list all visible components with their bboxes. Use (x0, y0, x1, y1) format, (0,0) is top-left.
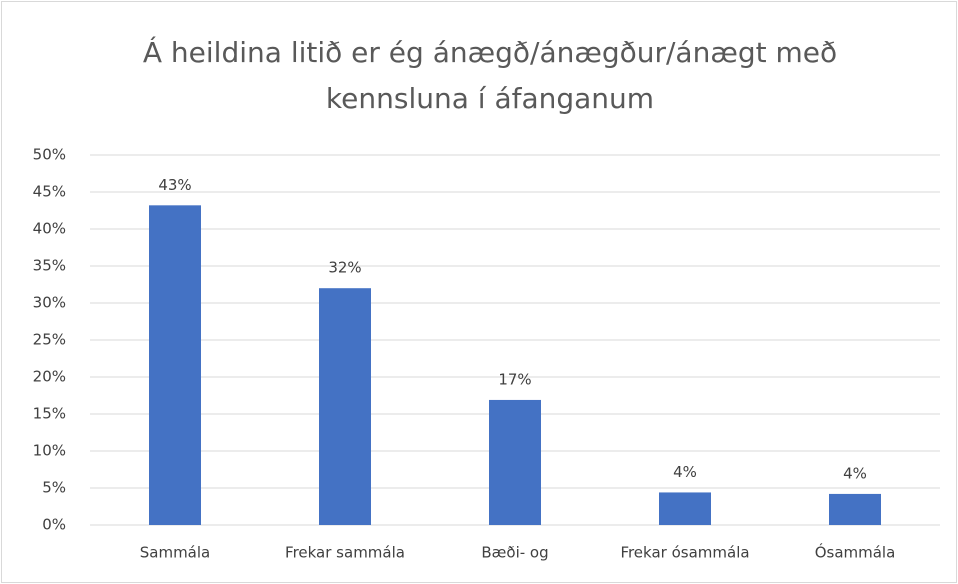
y-tick-label: 25% (33, 331, 66, 349)
chart-title: Á heildina litið er ég ánægð/ánægður/ánæ… (142, 36, 838, 115)
y-tick-label: 10% (33, 442, 66, 460)
data-label: 32% (328, 259, 361, 277)
bar (149, 205, 201, 525)
y-tick-label: 45% (33, 183, 66, 201)
y-tick-label: 20% (33, 368, 66, 386)
data-label: 4% (843, 464, 867, 482)
y-tick-label: 5% (42, 479, 66, 497)
y-tick-label: 30% (33, 294, 66, 312)
bar (829, 493, 881, 525)
y-tick-label: 15% (33, 405, 66, 423)
x-tick-label: Frekar ósammála (620, 544, 749, 562)
data-label: 4% (673, 463, 697, 481)
data-label: 17% (498, 370, 531, 388)
y-tick-label: 35% (33, 257, 66, 275)
y-tick-label: 0% (42, 516, 66, 534)
data-label: 43% (158, 176, 191, 194)
x-tick-label: Ósammála (815, 543, 896, 562)
x-tick-label: Sammála (140, 544, 211, 562)
bar (659, 492, 711, 525)
x-tick-label: Bæði- og (481, 544, 548, 562)
x-tick-label: Frekar sammála (285, 544, 405, 562)
bar (319, 288, 371, 525)
bar (489, 399, 541, 525)
y-tick-label: 50% (33, 146, 66, 164)
y-tick-label: 40% (33, 220, 66, 238)
